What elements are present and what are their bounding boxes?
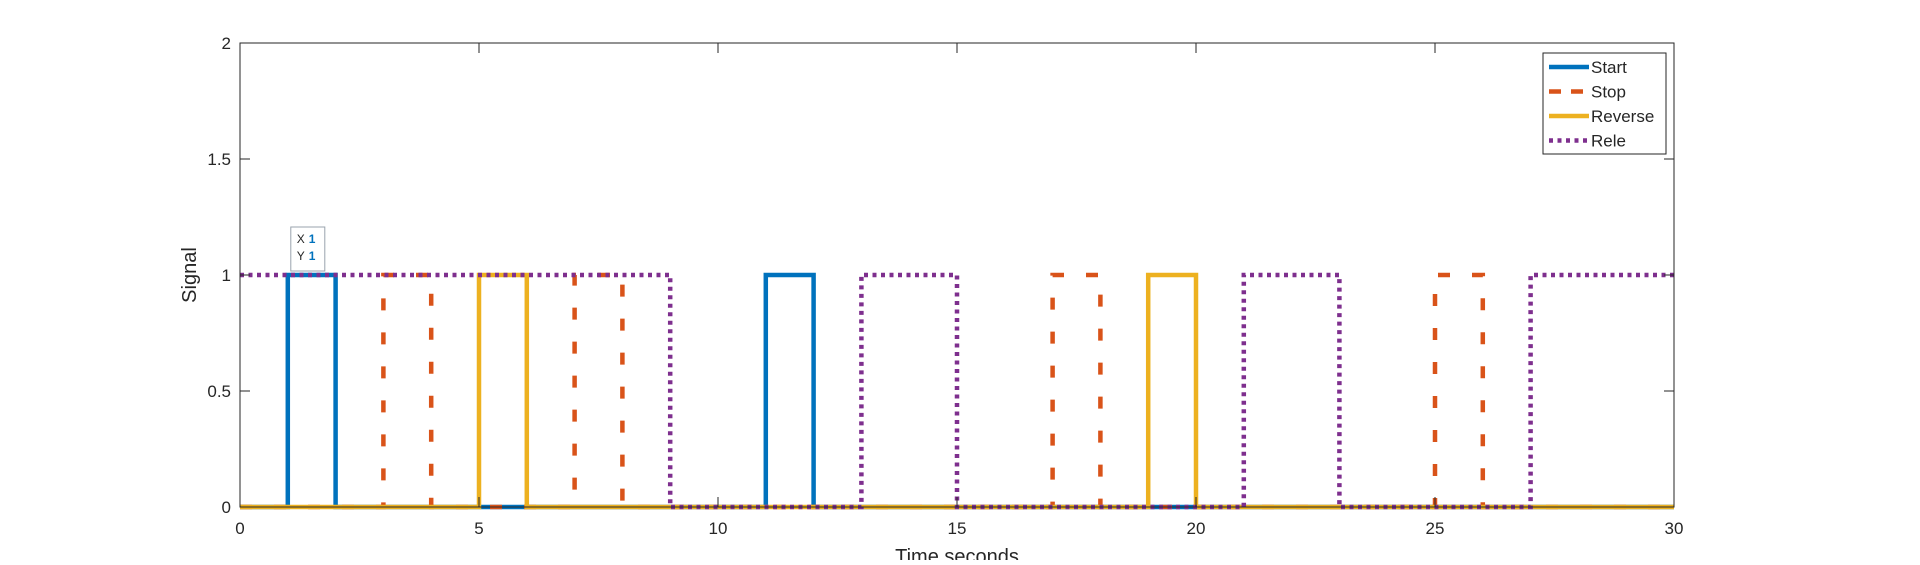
datatip-y-value: 1 — [309, 249, 316, 263]
legend-label-reverse: Reverse — [1591, 107, 1654, 126]
legend-label-rele: Rele — [1591, 132, 1626, 151]
datatip-x-value: 1 — [309, 232, 316, 246]
legend-label-start: Start — [1591, 58, 1627, 77]
x-tick-label: 20 — [1187, 519, 1206, 538]
x-tick-label: 0 — [235, 519, 244, 538]
datatip-y-label: Y — [297, 249, 305, 263]
datatip[interactable]: X 1Y 1 — [290, 226, 326, 272]
y-tick-label: 0.5 — [207, 382, 231, 401]
datatip-x-label: X — [297, 232, 305, 246]
datatip-box — [290, 226, 326, 272]
ticks-layer: 0 5 10 15 20 25 30 0 0.5 1 1.5 2 — [207, 34, 1683, 538]
x-tick-label: 15 — [948, 519, 967, 538]
y-tick-label: 0 — [222, 498, 231, 517]
series-layer — [240, 272, 1674, 510]
series-line-stop — [240, 272, 1674, 510]
x-tick-label: 30 — [1665, 519, 1684, 538]
x-axis-label: Time,seconds — [895, 546, 1019, 560]
y-axis-label: Signal — [179, 247, 201, 303]
series-line-rele — [240, 272, 1674, 510]
legend-box — [1542, 52, 1667, 155]
legend: Start Stop Reverse Rele — [1542, 52, 1667, 155]
x-tick-label: 25 — [1426, 519, 1445, 538]
legend-label-stop: Stop — [1591, 83, 1626, 102]
x-tick-label: 5 — [474, 519, 483, 538]
y-tick-label: 1.5 — [207, 150, 231, 169]
x-tick-label: 10 — [709, 519, 728, 538]
y-tick-label: 2 — [222, 34, 231, 53]
y-tick-label: 1 — [222, 266, 231, 285]
